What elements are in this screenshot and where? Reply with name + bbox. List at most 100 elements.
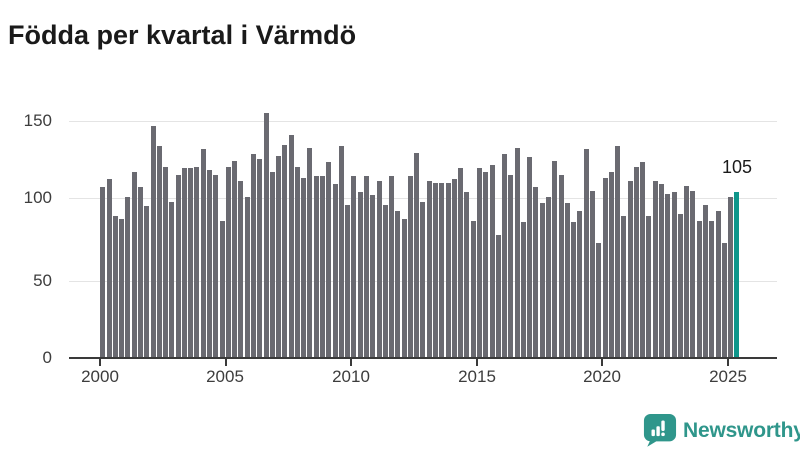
bar xyxy=(470,220,476,358)
bar xyxy=(483,171,489,358)
bar xyxy=(715,211,721,358)
bar xyxy=(445,182,451,358)
bar xyxy=(169,201,175,358)
bar xyxy=(426,181,432,358)
bar xyxy=(508,174,514,358)
bar xyxy=(137,187,143,358)
bar xyxy=(382,204,388,358)
bar xyxy=(276,155,282,358)
highlight-bar xyxy=(734,192,740,358)
bar xyxy=(539,203,545,358)
bar xyxy=(690,190,696,358)
bar xyxy=(263,113,269,358)
bar xyxy=(150,125,156,358)
bar xyxy=(602,177,608,358)
bar xyxy=(615,146,621,358)
bar xyxy=(401,218,407,358)
bar xyxy=(489,165,495,358)
newsworthy-logo-icon xyxy=(643,413,677,447)
bar xyxy=(571,222,577,358)
bar xyxy=(175,174,181,358)
bar xyxy=(376,181,382,358)
gridline-150 xyxy=(69,121,777,122)
bar xyxy=(677,214,683,358)
bar xyxy=(433,182,439,358)
bar xyxy=(633,166,639,358)
bar xyxy=(188,168,194,358)
bar xyxy=(451,179,457,358)
bar xyxy=(257,158,263,358)
bar xyxy=(112,215,118,358)
bar xyxy=(250,154,256,358)
bar xyxy=(640,162,646,358)
tick-mark xyxy=(727,358,729,366)
bar xyxy=(728,196,734,358)
x-axis-line xyxy=(69,357,777,359)
bar xyxy=(207,169,213,358)
bar xyxy=(100,187,106,358)
bar xyxy=(514,147,520,358)
bar xyxy=(464,192,470,358)
bar xyxy=(320,176,326,358)
bar xyxy=(407,176,413,358)
bar xyxy=(181,168,187,358)
y-axis-label: 0 xyxy=(42,348,52,367)
bar xyxy=(282,144,288,358)
bar xyxy=(294,166,300,358)
bar xyxy=(351,176,357,358)
tick-mark xyxy=(99,358,101,366)
bar xyxy=(659,184,665,358)
bar xyxy=(520,222,526,358)
bar xyxy=(194,166,200,358)
bar xyxy=(269,171,275,358)
bar xyxy=(106,179,112,358)
bar xyxy=(144,206,150,358)
x-axis-label: 2010 xyxy=(332,367,370,386)
tick-mark xyxy=(225,358,227,366)
bar xyxy=(702,204,708,358)
bar xyxy=(721,242,727,358)
bar xyxy=(709,220,715,358)
bar xyxy=(621,215,627,358)
bar xyxy=(577,211,583,358)
bar xyxy=(213,174,219,358)
tick-mark xyxy=(350,358,352,366)
bar xyxy=(476,168,482,358)
newsworthy-logo xyxy=(643,413,677,447)
bar xyxy=(338,146,344,358)
bar xyxy=(357,192,363,358)
bar xyxy=(546,196,552,358)
bar xyxy=(389,176,395,358)
x-axis-label: 2025 xyxy=(709,367,747,386)
bar xyxy=(225,166,231,358)
bar xyxy=(332,184,338,358)
bar xyxy=(564,203,570,358)
bar xyxy=(125,196,131,358)
newsworthy-logo-text: Newsworthy xyxy=(683,419,800,442)
bar xyxy=(652,181,658,358)
value-annotation: 105 xyxy=(721,157,753,177)
y-axis-label: 50 xyxy=(33,271,52,290)
page-title: Födda per kvartal i Värmdö xyxy=(8,20,357,51)
x-axis-label: 2015 xyxy=(458,367,496,386)
bar xyxy=(119,218,125,358)
bar xyxy=(608,171,614,358)
x-axis-label: 2005 xyxy=(206,367,244,386)
bar xyxy=(458,168,464,358)
bar xyxy=(558,174,564,358)
bar xyxy=(370,195,376,358)
bar xyxy=(533,187,539,358)
bar xyxy=(156,146,162,358)
x-axis-label: 2020 xyxy=(583,367,621,386)
tick-mark xyxy=(601,358,603,366)
bar xyxy=(163,166,169,358)
bar xyxy=(439,182,445,358)
x-axis-label: 2000 xyxy=(81,367,119,386)
bar xyxy=(301,177,307,358)
bar xyxy=(646,215,652,358)
bar xyxy=(414,152,420,358)
tick-mark xyxy=(476,358,478,366)
bar xyxy=(583,149,589,358)
bar xyxy=(665,193,671,358)
